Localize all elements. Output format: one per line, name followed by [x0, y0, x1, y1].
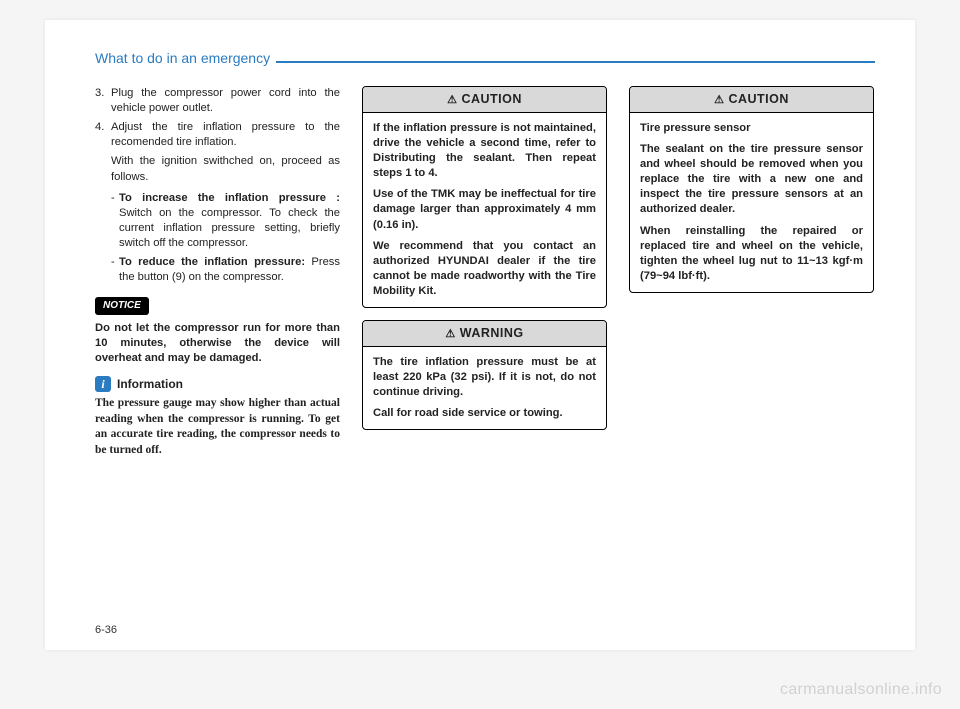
caution-head: ⚠ CAUTION — [630, 87, 873, 113]
content-columns: 3. Plug the compressor power cord into t… — [95, 86, 875, 464]
header-rule — [276, 61, 875, 63]
substep-lead: To increase the inflation pres­sure : — [119, 192, 340, 204]
page-header: What to do in an emergency — [95, 50, 875, 68]
column-3: ⚠ CAUTION Tire pressure sensor The seala… — [629, 86, 874, 464]
substep-increase: - To increase the inflation pres­sure : … — [111, 191, 340, 251]
substep-reduce: - To reduce the inflation pres­sure: Pre… — [111, 255, 340, 285]
caution-p1: The sealant on the tire pressure sensor … — [640, 142, 863, 218]
caution-body: If the inflation pressure is not maintai… — [363, 113, 606, 307]
caution-label: CAUTION — [461, 92, 521, 106]
information-heading: i Information — [95, 376, 340, 392]
info-icon: i — [95, 376, 111, 392]
watermark: carmanualsonline.info — [780, 681, 942, 699]
step-text: Plug the compressor power cord into the … — [111, 86, 340, 116]
caution-box-2: ⚠ CAUTION Tire pressure sensor The seala… — [629, 86, 874, 293]
step-text: Adjust the tire inflation pressure to th… — [111, 120, 340, 150]
column-1: 3. Plug the compressor power cord into t… — [95, 86, 340, 464]
substep-text: To increase the inflation pres­sure : Sw… — [119, 191, 340, 251]
dash: - — [111, 191, 119, 251]
step-number: 3. — [95, 86, 111, 116]
warning-p1: The tire inflation pressure must be at l… — [373, 355, 596, 400]
warning-label: WARNING — [460, 326, 524, 340]
step-3: 3. Plug the compressor power cord into t… — [95, 86, 340, 116]
caution-head: ⚠ CAUTION — [363, 87, 606, 113]
warning-p2: Call for road side service or towing. — [373, 406, 596, 421]
header-title: What to do in an emergency — [95, 50, 270, 68]
caution-title: Tire pressure sensor — [640, 121, 863, 136]
step-number: 4. — [95, 120, 111, 150]
warning-icon: ⚠ — [445, 328, 455, 340]
notice-block: NOTICE Do not let the compressor run for… — [95, 289, 340, 366]
caution-p3: We recommend that you con­tact an author… — [373, 239, 596, 299]
notice-body: Do not let the compressor run for more t… — [95, 321, 340, 366]
page-number: 6-36 — [95, 624, 117, 636]
substep-rest: Switch on the compres­sor. To check the … — [119, 207, 340, 249]
caution-p1: If the inflation pressure is not maintai… — [373, 121, 596, 181]
step-4-sub: With the ignition swithched on, proceed … — [111, 154, 340, 184]
manual-page: What to do in an emergency 3. Plug the c… — [45, 20, 915, 650]
caution-p2: When reinstalling the repaired or replac… — [640, 224, 863, 284]
substep-lead: To reduce the inflation pres­sure: — [119, 256, 305, 268]
warning-head: ⚠ WARNING — [363, 321, 606, 347]
column-2: ⚠ CAUTION If the inflation pressure is n… — [362, 86, 607, 464]
info-title: Information — [117, 376, 183, 392]
dash: - — [111, 255, 119, 285]
substep-text: To reduce the inflation pres­sure: Press… — [119, 255, 340, 285]
caution-box: ⚠ CAUTION If the inflation pressure is n… — [362, 86, 607, 308]
caution-label: CAUTION — [728, 92, 788, 106]
caution-body: Tire pressure sensor The sealant on the … — [630, 113, 873, 292]
caution-icon: ⚠ — [447, 94, 457, 106]
warning-box: ⚠ WARNING The tire inflation pressure mu… — [362, 320, 607, 430]
warning-body: The tire inflation pressure must be at l… — [363, 347, 606, 429]
notice-label: NOTICE — [95, 297, 149, 315]
information-body: The pressure gauge may show higher than … — [95, 396, 340, 458]
caution-icon: ⚠ — [714, 94, 724, 106]
caution-p2: Use of the TMK may be ineffec­tual for t… — [373, 187, 596, 232]
step-4: 4. Adjust the tire inflation pressure to… — [95, 120, 340, 150]
